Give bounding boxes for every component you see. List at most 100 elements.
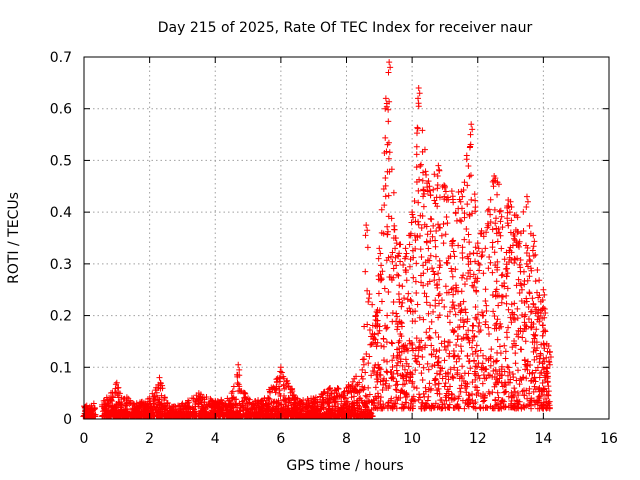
roti-point [459, 375, 466, 382]
roti-point [434, 172, 441, 179]
roti-point [270, 398, 277, 405]
roti-point [426, 334, 433, 341]
roti-point [512, 350, 519, 357]
roti-point [514, 214, 521, 221]
roti-point [203, 394, 210, 401]
roti-point [476, 261, 483, 268]
roti-point [364, 287, 371, 294]
roti-point [180, 405, 187, 412]
roti-point [281, 397, 288, 404]
roti-point [186, 408, 193, 415]
roti-point [389, 340, 396, 347]
roti-point [485, 388, 492, 395]
roti-point [424, 257, 431, 264]
roti-point [208, 407, 215, 414]
roti-point [398, 333, 405, 340]
roti-point [392, 235, 399, 241]
roti-point [479, 309, 486, 316]
roti-point [358, 373, 365, 380]
roti-point [490, 358, 497, 365]
roti-point [463, 331, 470, 338]
roti-point [364, 227, 371, 234]
roti-point [224, 409, 231, 416]
roti-point [428, 318, 435, 325]
roti-point [151, 393, 158, 400]
roti-point [416, 90, 423, 97]
roti-point [496, 324, 503, 331]
roti-point [485, 265, 492, 272]
roti-point [285, 383, 292, 390]
roti-point [449, 273, 456, 280]
roti-point [236, 366, 243, 373]
roti-point [210, 404, 217, 411]
roti-point [452, 210, 459, 217]
roti-point [440, 220, 447, 227]
roti-point [467, 131, 474, 138]
roti-point [474, 275, 481, 282]
roti-point [359, 356, 366, 363]
roti-point [541, 314, 548, 321]
roti-point [524, 362, 531, 369]
roti-point [533, 353, 540, 360]
roti-point [432, 297, 439, 304]
roti-point [403, 371, 410, 378]
roti-point [472, 348, 479, 355]
roti-point [436, 300, 443, 307]
roti-point [381, 285, 388, 292]
roti-point [532, 304, 539, 311]
roti-point [446, 319, 453, 326]
roti-point [543, 405, 550, 412]
roti-point [280, 382, 287, 389]
roti-point [536, 397, 543, 404]
roti-point [497, 207, 504, 214]
roti-point [228, 390, 235, 397]
roti-point [372, 384, 379, 391]
roti-point [479, 360, 486, 367]
roti-point [386, 59, 393, 66]
roti-point [456, 217, 463, 224]
roti-point [545, 392, 552, 399]
roti-point [409, 396, 416, 403]
roti-point [523, 403, 530, 410]
roti-point [490, 308, 497, 315]
roti-point [508, 301, 515, 308]
x-tick-label: 12 [469, 431, 487, 447]
roti-point [528, 323, 535, 330]
roti-point [277, 368, 284, 375]
roti-point [147, 408, 154, 415]
roti-point [423, 293, 430, 300]
roti-point [534, 399, 541, 406]
roti-point [442, 347, 449, 354]
roti-point [206, 402, 213, 409]
roti-point [99, 403, 106, 410]
roti-point [289, 413, 296, 420]
roti-point [262, 413, 269, 420]
roti-point [419, 377, 426, 384]
roti-point [455, 403, 462, 410]
roti-point [479, 248, 486, 255]
roti-point [466, 239, 473, 246]
roti-point [311, 400, 318, 407]
roti-point [505, 364, 512, 371]
roti-point [455, 242, 462, 249]
roti-point [544, 391, 551, 398]
roti-point [426, 257, 433, 264]
roti-point [395, 272, 402, 279]
roti-point [434, 185, 441, 192]
roti-point [486, 330, 492, 337]
roti-point [385, 69, 392, 76]
roti-point [494, 258, 501, 265]
roti-point [403, 390, 410, 397]
roti-point [165, 413, 172, 420]
roti-point [363, 351, 370, 358]
roti-point [432, 329, 439, 336]
roti-point [269, 412, 276, 419]
roti-point [363, 393, 370, 400]
roti-point [493, 357, 500, 364]
roti-point [441, 383, 448, 390]
roti-point [489, 291, 496, 298]
roti-point [136, 408, 143, 415]
roti-point [513, 282, 520, 289]
roti-point [460, 323, 467, 330]
roti-point [495, 379, 502, 386]
